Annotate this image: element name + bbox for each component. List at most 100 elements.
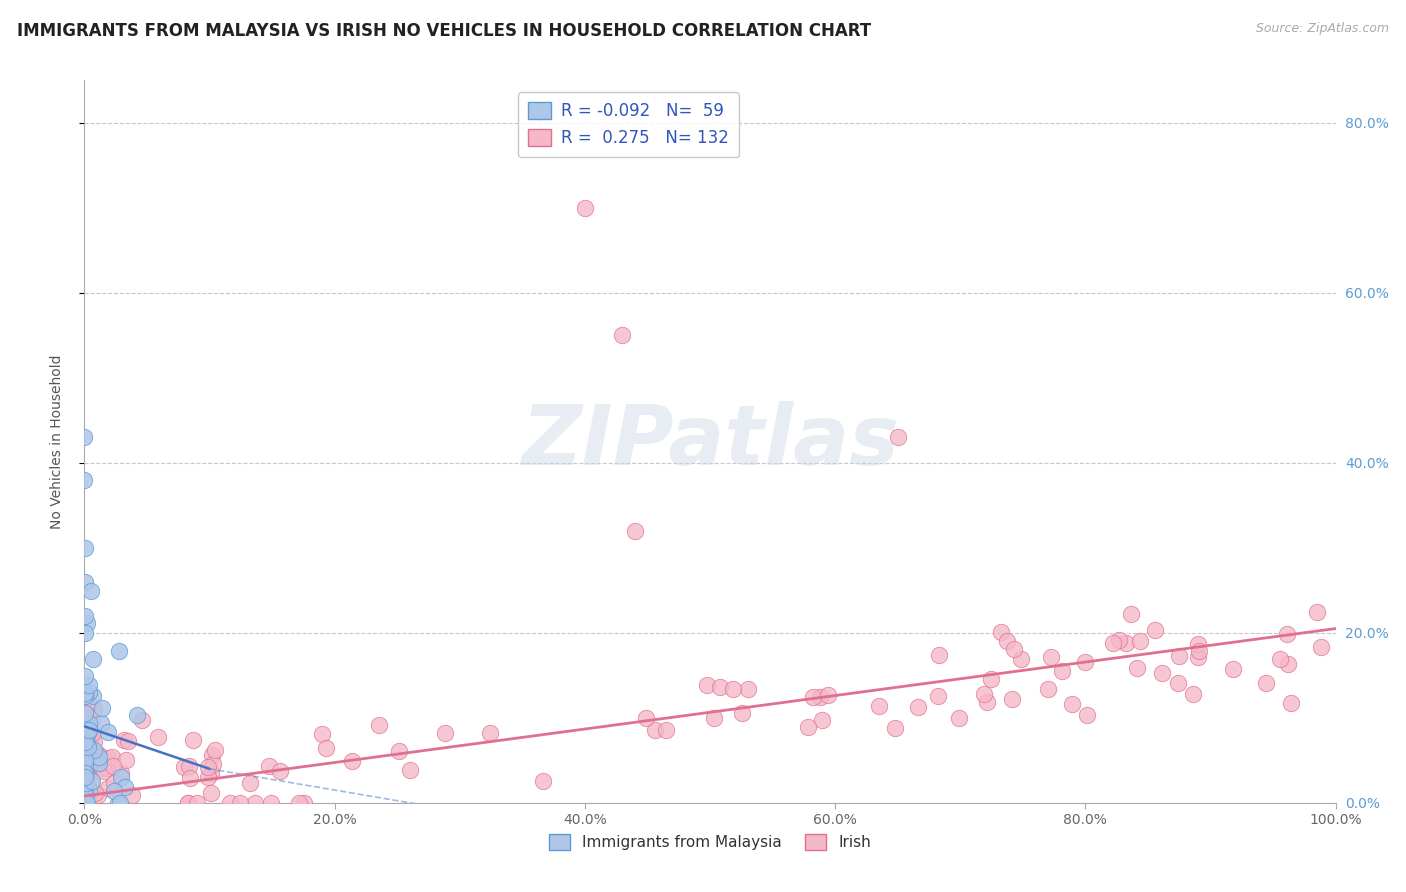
Point	[1187, 650, 1209, 665]
Point	[75, 764, 97, 778]
Point	[269, 764, 291, 778]
Point	[84, 786, 107, 800]
Point	[114, 780, 136, 794]
Point	[340, 754, 363, 768]
Point	[1010, 652, 1032, 666]
Point	[76, 761, 98, 775]
Point	[80, 730, 103, 744]
Point	[87, 789, 110, 803]
Point	[75, 776, 97, 790]
Point	[75, 669, 97, 683]
Point	[73, 608, 96, 623]
Point	[808, 690, 831, 704]
Point	[1038, 681, 1060, 696]
Point	[82, 689, 104, 703]
Point	[1167, 675, 1189, 690]
Point	[197, 760, 219, 774]
Point	[228, 796, 250, 810]
Point	[1050, 664, 1073, 678]
Point	[77, 716, 100, 731]
Point	[1167, 649, 1189, 664]
Point	[73, 753, 96, 767]
Point	[76, 767, 98, 781]
Point	[73, 758, 96, 772]
Point	[797, 719, 820, 733]
Point	[75, 777, 97, 791]
Point	[311, 726, 333, 740]
Point	[82, 652, 104, 666]
Point	[810, 713, 832, 727]
Point	[90, 701, 112, 715]
Point	[479, 725, 502, 739]
Point	[75, 752, 97, 766]
Point	[973, 687, 995, 701]
Point	[1040, 650, 1063, 665]
Point	[77, 740, 100, 755]
Point	[77, 724, 100, 739]
Point	[77, 696, 100, 710]
Point	[177, 796, 200, 810]
Point	[86, 747, 108, 762]
Point	[1254, 676, 1277, 690]
Point	[89, 751, 111, 765]
Point	[75, 735, 97, 749]
Point	[75, 686, 97, 700]
Point	[531, 773, 554, 788]
Point	[703, 710, 725, 724]
Point	[112, 732, 135, 747]
Point	[1102, 636, 1125, 650]
Point	[110, 766, 132, 780]
Point	[1279, 696, 1302, 710]
Point	[434, 725, 457, 739]
Point	[73, 430, 96, 444]
Point	[73, 541, 96, 555]
Point	[1188, 644, 1211, 658]
Point	[97, 781, 120, 796]
Point	[73, 766, 96, 780]
Point	[1275, 627, 1298, 641]
Point	[204, 742, 226, 756]
Point	[76, 737, 98, 751]
Point	[108, 796, 131, 810]
Point	[73, 625, 96, 640]
Point	[655, 723, 678, 737]
Point	[96, 761, 118, 775]
Point	[907, 700, 929, 714]
Point	[117, 734, 139, 748]
Point	[634, 711, 657, 725]
Point	[97, 725, 120, 739]
Point	[91, 761, 114, 775]
Point	[1143, 623, 1166, 637]
Point	[731, 706, 754, 720]
Point	[93, 764, 115, 778]
Point	[1002, 641, 1025, 656]
Legend: Immigrants from Malaysia, Irish: Immigrants from Malaysia, Irish	[543, 829, 877, 856]
Point	[1187, 637, 1209, 651]
Point	[817, 688, 839, 702]
Point	[995, 633, 1018, 648]
Point	[887, 430, 910, 444]
Point	[73, 706, 96, 720]
Point	[80, 776, 103, 790]
Point	[200, 786, 222, 800]
Point	[77, 717, 100, 731]
Point	[1310, 640, 1333, 654]
Point	[77, 678, 100, 692]
Point	[79, 744, 101, 758]
Point	[101, 749, 124, 764]
Point	[75, 796, 97, 810]
Point	[644, 723, 666, 738]
Point	[197, 770, 219, 784]
Point	[1152, 665, 1174, 680]
Point	[980, 672, 1002, 686]
Point	[177, 796, 200, 810]
Point	[292, 796, 315, 810]
Point	[77, 756, 100, 770]
Point	[200, 766, 222, 780]
Point	[73, 473, 96, 487]
Point	[80, 773, 103, 788]
Point	[76, 796, 98, 810]
Point	[75, 784, 97, 798]
Point	[181, 733, 204, 747]
Point	[75, 796, 97, 810]
